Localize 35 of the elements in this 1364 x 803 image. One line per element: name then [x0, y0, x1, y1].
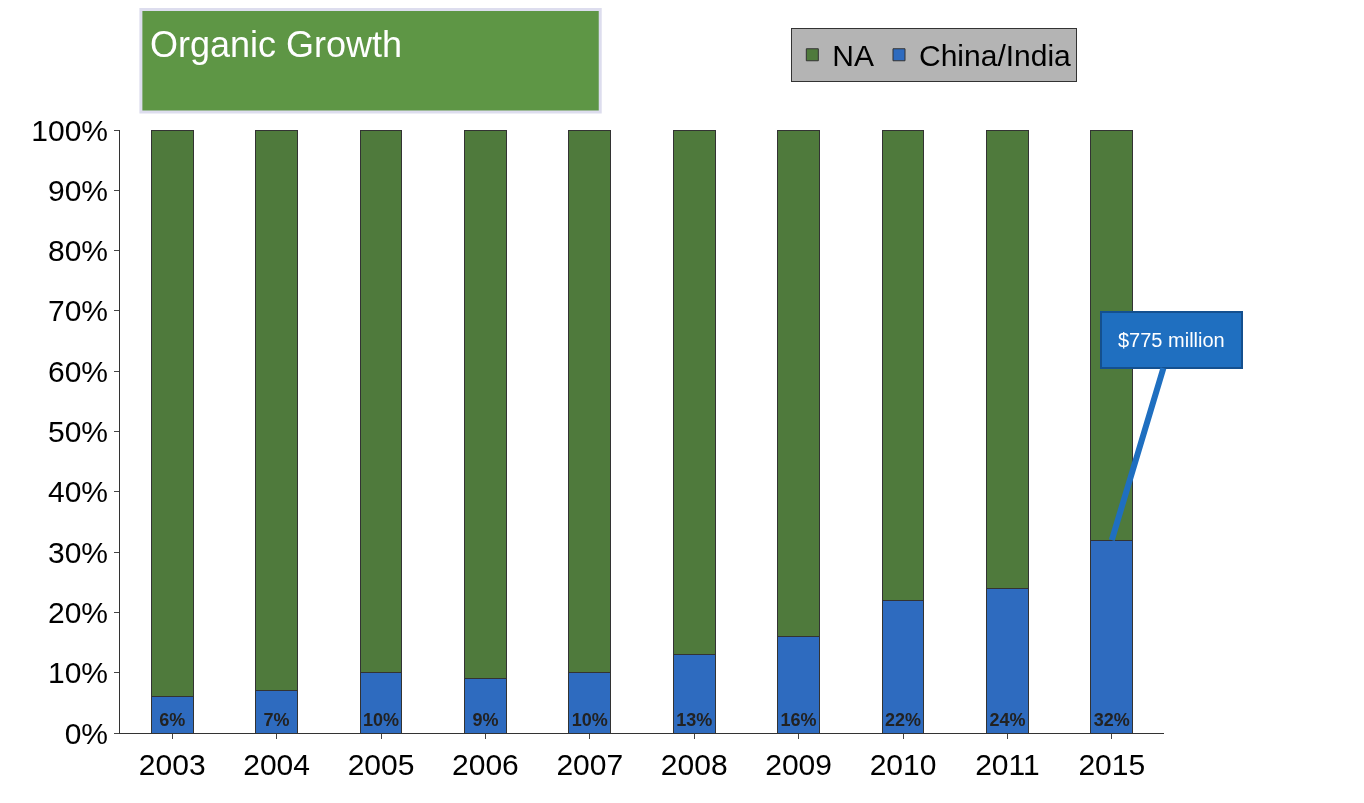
y-tick-label: 40%: [47, 475, 108, 509]
data-label: 6%: [159, 710, 186, 730]
data-label: 24%: [989, 710, 1026, 730]
x-tick-label: 2010: [869, 748, 937, 781]
data-label: 32%: [1093, 710, 1130, 730]
chart-title: Organic Growth: [150, 24, 403, 66]
data-label: 16%: [780, 710, 817, 730]
data-label: 10%: [362, 710, 400, 730]
y-tick-label: 30%: [47, 535, 108, 569]
x-tick-label: 2009: [765, 748, 832, 781]
data-label: 22%: [884, 710, 922, 730]
y-tick-label: 10%: [47, 656, 108, 690]
legend-label: NA: [832, 39, 875, 73]
annotation: $775 million: [1118, 329, 1225, 351]
y-tick-label: 20%: [47, 595, 108, 629]
x-tick-label: 2006: [452, 748, 519, 781]
x-tick-label: 2003: [138, 748, 206, 781]
y-tick-label: 90%: [47, 173, 108, 207]
x-tick-label: 2011: [975, 748, 1040, 781]
legend-label: China/India: [919, 39, 1072, 73]
x-tick-label: 2007: [556, 748, 624, 781]
data-label: 13%: [676, 710, 713, 730]
y-tick-label: 60%: [47, 354, 108, 388]
y-tick-label: 80%: [47, 234, 108, 268]
x-tick-label: 2008: [660, 748, 728, 781]
y-tick-label: 50%: [47, 415, 108, 448]
y-tick-label: 70%: [47, 294, 108, 328]
y-tick-label: 100%: [31, 113, 108, 147]
data-label: 10%: [571, 710, 608, 730]
y-tick-label: 0%: [64, 716, 108, 750]
x-tick-label: 2015: [1078, 748, 1146, 781]
x-tick-label: 2004: [243, 748, 310, 781]
data-label: 9%: [472, 710, 499, 730]
data-label: 7%: [263, 710, 290, 730]
x-tick-label: 2005: [347, 748, 415, 781]
